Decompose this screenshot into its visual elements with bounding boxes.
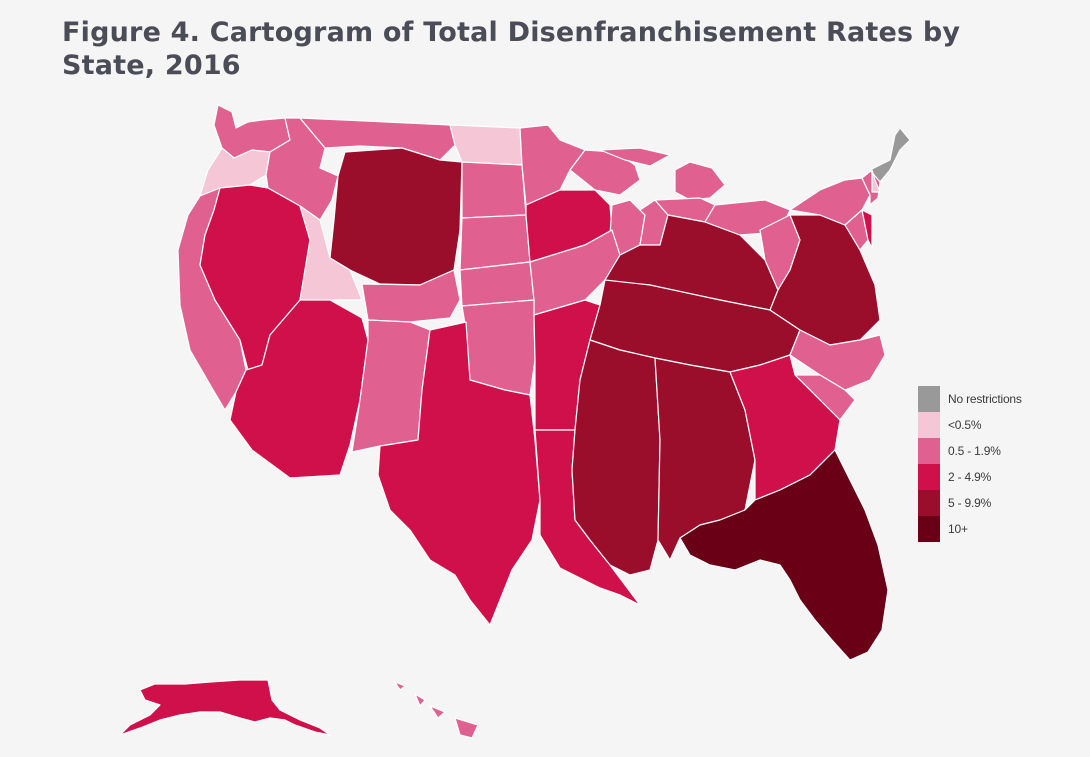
state-north-dakota[interactable] bbox=[449, 124, 523, 166]
legend-swatch bbox=[918, 412, 940, 438]
legend-label: 10+ bbox=[948, 522, 968, 536]
state-wyoming[interactable] bbox=[329, 147, 463, 286]
legend-swatch bbox=[918, 464, 940, 490]
state-michigan-up[interactable] bbox=[599, 147, 671, 167]
state-oregon[interactable] bbox=[199, 147, 271, 197]
legend-swatch bbox=[918, 386, 940, 412]
legend: No restrictions <0.5% 0.5 - 1.9% 2 - 4.9… bbox=[918, 386, 1022, 542]
legend-item-no-restrictions: No restrictions bbox=[918, 386, 1022, 412]
legend-swatch bbox=[918, 438, 940, 464]
state-south-dakota[interactable] bbox=[461, 161, 527, 219]
legend-swatch bbox=[918, 516, 940, 542]
state-michigan[interactable] bbox=[674, 161, 726, 201]
legend-item-0-5-1-9: 0.5 - 1.9% bbox=[918, 438, 1022, 464]
legend-label: 5 - 9.9% bbox=[948, 496, 992, 510]
legend-label: <0.5% bbox=[948, 418, 982, 432]
legend-item-10-plus: 10+ bbox=[918, 516, 1022, 542]
legend-label: No restrictions bbox=[948, 392, 1022, 406]
state-hawaii[interactable] bbox=[394, 681, 479, 739]
legend-label: 0.5 - 1.9% bbox=[948, 444, 1001, 458]
state-florida[interactable] bbox=[679, 449, 889, 661]
legend-swatch bbox=[918, 490, 940, 516]
state-nebraska[interactable] bbox=[459, 214, 531, 271]
legend-item-lt-0-5: <0.5% bbox=[918, 412, 1022, 438]
state-alaska[interactable] bbox=[119, 679, 331, 736]
state-texas[interactable] bbox=[377, 321, 541, 626]
legend-item-5-9-9: 5 - 9.9% bbox=[918, 490, 1022, 516]
figure-title: Figure 4. Cartogram of Total Disenfranch… bbox=[62, 17, 961, 81]
state-maine[interactable] bbox=[869, 127, 911, 183]
state-delaware[interactable] bbox=[861, 209, 873, 249]
state-utah[interactable] bbox=[299, 205, 363, 301]
legend-item-2-4-9: 2 - 4.9% bbox=[918, 464, 1022, 490]
state-kansas[interactable] bbox=[459, 261, 535, 307]
state-vermont[interactable] bbox=[871, 169, 881, 193]
legend-label: 2 - 4.9% bbox=[948, 470, 992, 484]
state-arizona[interactable] bbox=[229, 299, 369, 479]
